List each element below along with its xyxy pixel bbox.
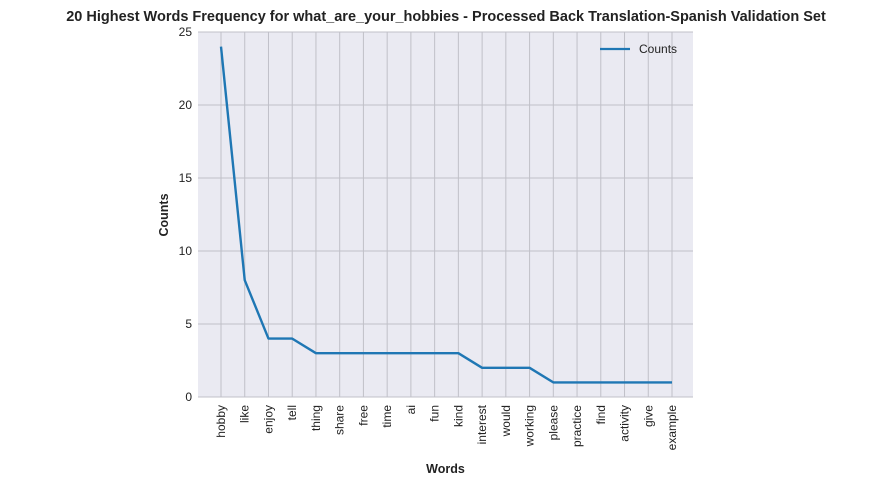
x-tick-label: tell (285, 405, 299, 420)
plot-area (198, 32, 693, 397)
x-tick-label: find (594, 405, 608, 424)
x-tick-label: activity (618, 405, 632, 442)
x-tick-label: share (333, 405, 347, 435)
x-tick-label: example (665, 405, 679, 451)
x-tick-label: give (641, 405, 655, 427)
y-tick-label: 15 (179, 171, 193, 185)
x-tick-label: would (499, 405, 513, 437)
x-axis-label: Words (426, 462, 465, 476)
legend-label: Counts (639, 42, 677, 56)
x-tick-label: practice (570, 405, 584, 447)
chart-title: 20 Highest Words Frequency for what_are_… (66, 9, 826, 25)
x-tick-label: kind (451, 405, 465, 427)
y-tick-label: 0 (185, 390, 192, 404)
x-tick-label: enjoy (261, 405, 275, 434)
y-axis-label: Counts (157, 193, 171, 236)
x-tick-label: fun (428, 405, 442, 422)
y-tick-label: 10 (179, 244, 193, 258)
x-tick-label: ai (404, 405, 418, 414)
x-tick-label: working (523, 405, 537, 447)
y-axis-ticks: 0 5 10 15 20 25 (179, 25, 193, 404)
x-tick-label: thing (309, 405, 323, 431)
x-tick-label: please (546, 405, 560, 441)
y-tick-label: 20 (179, 98, 193, 112)
x-axis-ticks: hobby like enjoy tell thing share free time ai fu… (214, 404, 679, 450)
x-tick-label: time (380, 405, 394, 428)
x-tick-label: like (238, 405, 252, 423)
y-tick-label: 5 (185, 317, 192, 331)
x-tick-label: interest (475, 404, 489, 444)
y-tick-label: 25 (179, 25, 193, 39)
x-tick-label: free (356, 405, 370, 426)
x-tick-label: hobby (214, 405, 228, 438)
